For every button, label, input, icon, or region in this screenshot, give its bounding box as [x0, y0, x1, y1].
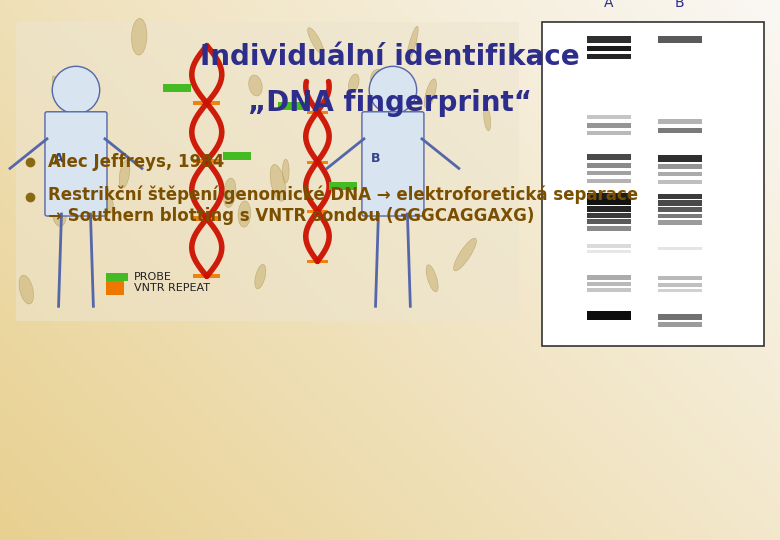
Ellipse shape	[52, 76, 73, 105]
Ellipse shape	[270, 165, 285, 201]
Ellipse shape	[454, 238, 477, 271]
FancyBboxPatch shape	[658, 314, 702, 320]
FancyBboxPatch shape	[362, 112, 424, 216]
FancyBboxPatch shape	[307, 160, 328, 164]
FancyBboxPatch shape	[307, 111, 328, 114]
Ellipse shape	[223, 178, 236, 207]
FancyBboxPatch shape	[587, 36, 631, 43]
FancyBboxPatch shape	[587, 123, 631, 127]
FancyBboxPatch shape	[587, 275, 631, 280]
FancyBboxPatch shape	[106, 281, 124, 295]
FancyBboxPatch shape	[587, 179, 631, 183]
Ellipse shape	[238, 201, 250, 227]
FancyBboxPatch shape	[587, 193, 631, 199]
FancyBboxPatch shape	[278, 102, 307, 110]
FancyBboxPatch shape	[658, 276, 702, 280]
FancyBboxPatch shape	[587, 45, 631, 51]
Circle shape	[52, 66, 100, 114]
FancyBboxPatch shape	[45, 112, 107, 216]
FancyBboxPatch shape	[587, 171, 631, 176]
Text: Alec Jeffreys, 1984: Alec Jeffreys, 1984	[48, 153, 225, 171]
FancyBboxPatch shape	[658, 289, 702, 292]
Ellipse shape	[255, 265, 266, 289]
FancyBboxPatch shape	[658, 127, 702, 133]
Ellipse shape	[19, 275, 34, 304]
Ellipse shape	[370, 69, 385, 87]
FancyBboxPatch shape	[193, 159, 220, 163]
Text: A: A	[54, 152, 63, 165]
Text: „DNA fingerprint“: „DNA fingerprint“	[248, 89, 532, 117]
Text: → Southern blotting s VNTR sondou (GGGCAGGAXG): → Southern blotting s VNTR sondou (GGGCA…	[48, 207, 534, 225]
Text: VNTR REPEAT: VNTR REPEAT	[134, 284, 210, 293]
Ellipse shape	[51, 199, 66, 226]
FancyBboxPatch shape	[587, 199, 631, 206]
FancyBboxPatch shape	[328, 183, 356, 191]
FancyBboxPatch shape	[658, 220, 702, 225]
Ellipse shape	[98, 180, 113, 213]
Ellipse shape	[132, 18, 147, 55]
FancyBboxPatch shape	[587, 154, 631, 160]
FancyBboxPatch shape	[307, 210, 328, 213]
FancyBboxPatch shape	[587, 250, 631, 253]
Text: Restrikční štěpení genomické DNA → elektroforetická separace: Restrikční štěpení genomické DNA → elekt…	[48, 185, 638, 204]
FancyBboxPatch shape	[658, 213, 702, 218]
FancyBboxPatch shape	[587, 288, 631, 292]
FancyBboxPatch shape	[587, 206, 631, 212]
FancyBboxPatch shape	[658, 172, 702, 176]
FancyBboxPatch shape	[587, 54, 631, 59]
FancyBboxPatch shape	[658, 180, 702, 184]
Ellipse shape	[424, 79, 437, 109]
FancyBboxPatch shape	[193, 101, 220, 105]
Ellipse shape	[249, 75, 262, 96]
FancyBboxPatch shape	[587, 282, 631, 286]
Text: B: B	[675, 0, 685, 10]
FancyBboxPatch shape	[587, 219, 631, 224]
FancyBboxPatch shape	[658, 282, 702, 287]
Ellipse shape	[119, 160, 130, 188]
Circle shape	[369, 66, 417, 114]
Ellipse shape	[484, 106, 491, 131]
FancyBboxPatch shape	[658, 119, 702, 124]
FancyBboxPatch shape	[587, 115, 631, 119]
FancyBboxPatch shape	[307, 260, 328, 263]
FancyBboxPatch shape	[106, 273, 128, 281]
Text: A: A	[604, 0, 614, 10]
Ellipse shape	[83, 148, 97, 181]
FancyBboxPatch shape	[587, 311, 631, 320]
FancyBboxPatch shape	[223, 152, 251, 160]
FancyBboxPatch shape	[658, 194, 702, 199]
FancyBboxPatch shape	[587, 226, 631, 231]
FancyBboxPatch shape	[658, 207, 702, 212]
FancyBboxPatch shape	[162, 84, 190, 92]
FancyBboxPatch shape	[587, 131, 631, 136]
FancyBboxPatch shape	[16, 22, 519, 321]
Ellipse shape	[406, 26, 418, 62]
FancyBboxPatch shape	[193, 217, 220, 220]
Ellipse shape	[365, 186, 381, 207]
Text: PROBE: PROBE	[134, 272, 172, 282]
Ellipse shape	[307, 28, 324, 55]
FancyBboxPatch shape	[658, 164, 702, 169]
Ellipse shape	[426, 265, 438, 292]
Ellipse shape	[282, 159, 289, 183]
Text: B: B	[370, 152, 381, 165]
FancyBboxPatch shape	[587, 244, 631, 247]
FancyBboxPatch shape	[193, 274, 220, 279]
FancyBboxPatch shape	[658, 247, 702, 250]
Ellipse shape	[349, 74, 359, 93]
FancyBboxPatch shape	[542, 22, 764, 346]
FancyBboxPatch shape	[658, 36, 702, 43]
FancyBboxPatch shape	[587, 213, 631, 218]
Text: Individuální identifikace: Individuální identifikace	[200, 43, 580, 71]
FancyBboxPatch shape	[658, 322, 702, 327]
FancyBboxPatch shape	[587, 163, 631, 168]
FancyBboxPatch shape	[658, 200, 702, 206]
FancyBboxPatch shape	[658, 155, 702, 161]
